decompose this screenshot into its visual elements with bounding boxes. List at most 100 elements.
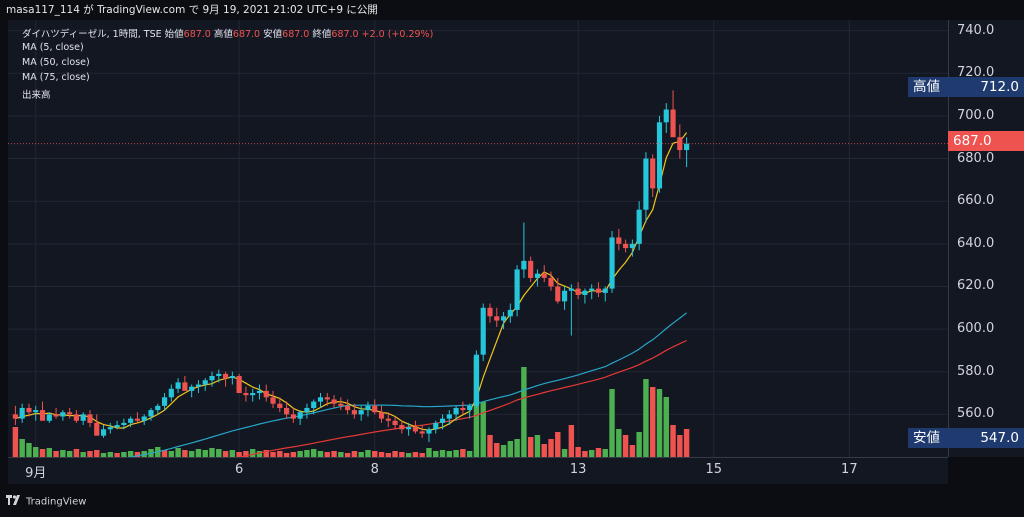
candle-body (568, 288, 574, 291)
candle-body (602, 288, 608, 293)
volume-bar (365, 450, 371, 457)
price-tick-label: 740.0 (957, 22, 995, 38)
volume-bar (317, 451, 324, 457)
candle-body (114, 425, 120, 428)
volume-bar (453, 450, 459, 457)
candle-body (480, 307, 486, 355)
candle-body (290, 414, 296, 419)
candle-body (487, 307, 493, 317)
volume-bar (39, 449, 46, 457)
volume-bar (66, 451, 73, 457)
volume-bar (290, 452, 297, 457)
candle-body (33, 410, 39, 413)
candle-body (365, 405, 371, 411)
candle-body (453, 407, 459, 415)
ma50-line (127, 312, 687, 457)
candle-body (663, 109, 669, 123)
volume-bar (344, 453, 351, 457)
candle-body (141, 416, 147, 421)
volume-bar (643, 379, 649, 457)
volume-bar (534, 435, 541, 457)
volume-bar (304, 450, 310, 457)
volume-bar (595, 448, 602, 457)
volume-bar (677, 435, 683, 457)
time-tick-label: 9月 (25, 466, 47, 481)
legend-ma5[interactable]: MA (5, close) (22, 42, 84, 53)
volume-bar (175, 448, 181, 457)
volume-bar (555, 432, 561, 457)
volume-bar (134, 452, 141, 457)
volume-bar (487, 435, 493, 457)
legend-change: +2.0 (+0.29%) (361, 29, 434, 40)
candle-body (561, 290, 568, 302)
volume-bar (33, 447, 39, 457)
volume-bar (209, 448, 215, 457)
volume-bar (229, 450, 236, 457)
candle-body (324, 397, 330, 400)
candle-body (182, 382, 188, 391)
candle-body (629, 243, 635, 249)
volume-bar (216, 449, 222, 457)
legend-close: 687.0 (331, 29, 359, 40)
volume-bar (683, 429, 690, 457)
volume-bar (446, 451, 453, 457)
volume-bar (26, 443, 32, 457)
price-tick-label: 640.0 (957, 235, 995, 251)
candle-body (12, 414, 18, 419)
volume-bar (310, 449, 317, 457)
volume-bar (121, 452, 127, 457)
volume-bar (460, 449, 466, 457)
legend-symbol: ダイハツディーゼル, 1時間, TSE (22, 29, 162, 40)
candle-body (351, 410, 357, 415)
candle-body (284, 407, 290, 415)
high-price-tag: 高値 712.0 (908, 77, 1024, 97)
last-tag-value: 687.0 (953, 133, 992, 149)
volume-bar (412, 452, 419, 457)
candle-body (392, 420, 398, 426)
candle-body (19, 407, 25, 419)
candle-body (80, 414, 86, 421)
price-tick-label: 700.0 (957, 107, 995, 123)
last-price-tag: 687.0 (948, 131, 1024, 151)
candle-body (270, 397, 276, 404)
candle-body (500, 316, 507, 321)
plot-area[interactable]: ダイハツディーゼル, 1時間, TSE 始値687.0 高値687.0 安値68… (8, 20, 948, 457)
volume-bar (507, 441, 514, 457)
time-tick-label: 17 (841, 462, 858, 477)
publish-caption: masa117_114 が TradingView.com で 9月 19, 2… (6, 4, 378, 16)
candle-body (467, 405, 473, 411)
candle-body (46, 414, 52, 421)
candle-body (304, 407, 310, 413)
candle-body (100, 429, 107, 436)
volume-bar (277, 451, 283, 457)
candle-body (555, 286, 561, 302)
candle-body (372, 405, 378, 413)
legend-volume[interactable]: 出来高 (22, 90, 51, 101)
candle-body (202, 380, 208, 385)
candle-body (73, 414, 79, 421)
candle-body (528, 260, 534, 278)
legend-ma50[interactable]: MA (50, close) (22, 57, 90, 68)
candle-body (406, 427, 412, 430)
candle-body (460, 407, 466, 411)
time-axis[interactable]: 9月 6 8 13 15 17 (8, 457, 948, 484)
candle-body (521, 260, 527, 270)
candle-body (616, 237, 622, 244)
legend-symbol-row: ダイハツディーゼル, 1時間, TSE 始値687.0 高値687.0 安値68… (22, 26, 433, 40)
volume-bar (60, 450, 66, 457)
time-tick-label: 8 (370, 462, 379, 477)
volume-bar (480, 402, 486, 457)
candle-body (277, 403, 283, 408)
candle-body (216, 373, 222, 376)
candle-body (636, 209, 642, 244)
legend-ma75[interactable]: MA (75, close) (22, 72, 90, 83)
volume-bar (80, 452, 86, 457)
candle-body (121, 422, 127, 426)
legend-low: 687.0 (282, 29, 310, 40)
volume-bar (392, 451, 398, 457)
volume-bar (168, 451, 175, 457)
volume-bar (575, 447, 581, 457)
price-axis[interactable]: 740.0 720.0 700.0 680.0 660.0 640.0 620.0 600.0… (948, 20, 1024, 457)
candle-body (195, 384, 202, 387)
volume-bar (256, 451, 263, 457)
